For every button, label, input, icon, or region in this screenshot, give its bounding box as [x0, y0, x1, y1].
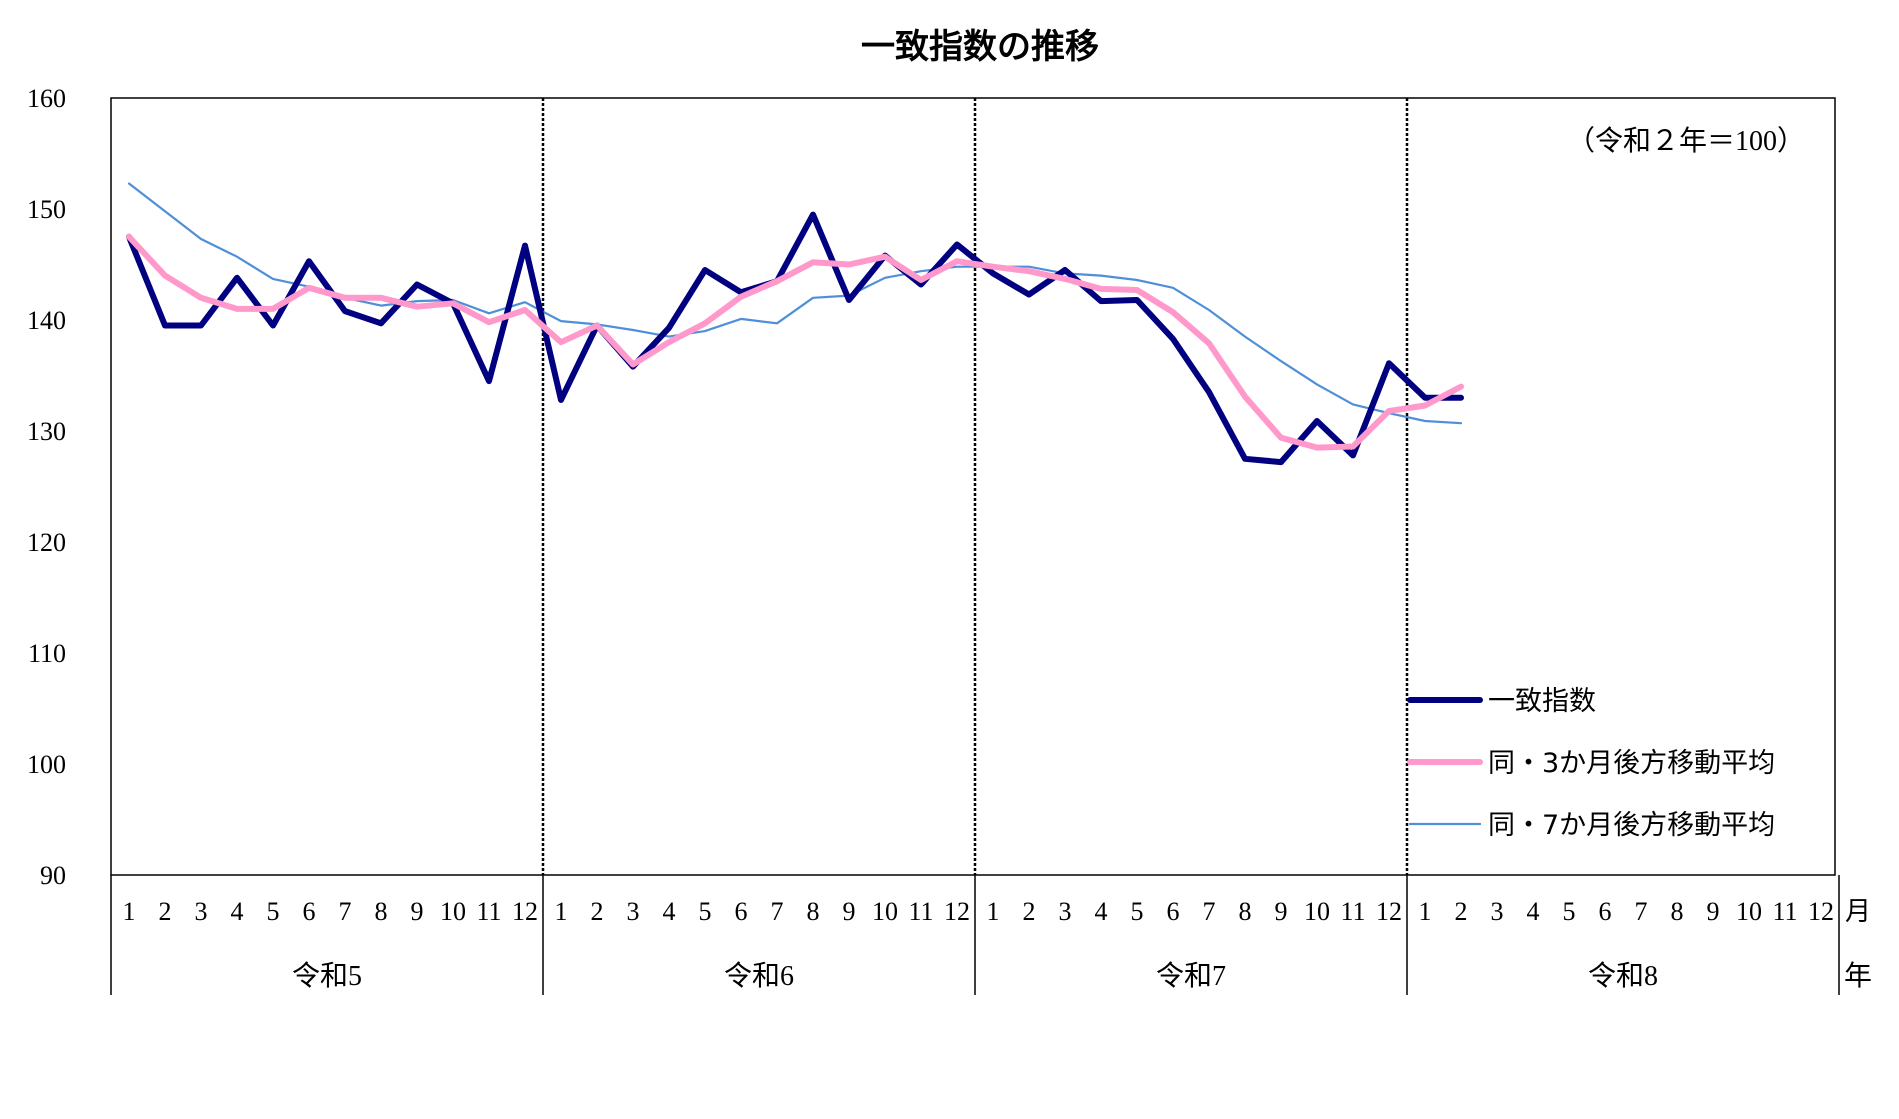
year-label: 令和5	[292, 960, 362, 992]
month-tick-label: 5	[267, 897, 280, 926]
month-tick-label: 6	[1167, 897, 1180, 926]
legend-label: 同・3か月後方移動平均	[1488, 748, 1775, 779]
month-tick-label: 12	[944, 897, 970, 926]
month-tick-label: 11	[908, 897, 933, 926]
month-tick-label: 8	[1239, 897, 1252, 926]
year-label: 令和7	[1156, 960, 1226, 992]
chart-title: 一致指数の推移	[861, 27, 1099, 67]
month-tick-label: 4	[1527, 897, 1540, 926]
y-tick-label: 160	[27, 84, 66, 113]
year-dividers	[541, 98, 1409, 875]
year-axis-label: 年	[1844, 960, 1872, 992]
month-axis-label: 月	[1845, 897, 1871, 926]
series-line-coincident-index	[126, 211, 1464, 466]
month-tick-label: 1	[555, 897, 568, 926]
month-tick-label: 4	[1095, 897, 1108, 926]
series-line-3m-moving-average	[126, 233, 1464, 451]
month-tick-label: 7	[339, 897, 352, 926]
month-tick-label: 10	[1736, 897, 1762, 926]
month-tick-label: 5	[699, 897, 712, 926]
y-tick-label: 110	[28, 639, 66, 668]
month-tick-label: 8	[375, 897, 388, 926]
month-tick-label: 3	[1491, 897, 1504, 926]
legend-label: 一致指数	[1488, 686, 1596, 717]
month-tick-label: 1	[123, 897, 136, 926]
month-tick-label: 9	[1275, 897, 1288, 926]
month-tick-label: 4	[663, 897, 676, 926]
month-tick-label: 7	[771, 897, 784, 926]
y-tick-label: 140	[27, 306, 66, 335]
month-tick-label: 10	[872, 897, 898, 926]
month-tick-label: 1	[1419, 897, 1432, 926]
month-tick-label: 5	[1563, 897, 1576, 926]
series-layer	[126, 182, 1464, 466]
month-tick-label: 12	[1376, 897, 1402, 926]
month-tick-label: 8	[807, 897, 820, 926]
month-tick-label: 6	[735, 897, 748, 926]
y-tick-label: 130	[27, 417, 66, 446]
month-tick-label: 9	[1707, 897, 1720, 926]
y-tick-label: 90	[40, 861, 66, 890]
month-tick-label: 3	[195, 897, 208, 926]
month-tick-label: 6	[1599, 897, 1612, 926]
y-tick-label: 150	[27, 195, 66, 224]
legend-label: 同・7か月後方移動平均	[1488, 810, 1775, 841]
month-tick-label: 11	[476, 897, 501, 926]
month-tick-label: 3	[627, 897, 640, 926]
year-label: 令和6	[724, 960, 794, 992]
month-tick-label: 11	[1772, 897, 1797, 926]
month-tick-label: 7	[1203, 897, 1216, 926]
month-tick-label: 10	[440, 897, 466, 926]
month-tick-label: 2	[1023, 897, 1036, 926]
month-tick-label: 9	[411, 897, 424, 926]
series-line-7m-moving-average	[127, 182, 1463, 425]
month-tick-label: 2	[591, 897, 604, 926]
month-tick-label: 4	[231, 897, 244, 926]
month-tick-label: 3	[1059, 897, 1072, 926]
month-tick-label: 11	[1340, 897, 1365, 926]
month-tick-label: 12	[512, 897, 538, 926]
month-tick-label: 12	[1808, 897, 1834, 926]
month-tick-label: 10	[1304, 897, 1330, 926]
unit-annotation: （令和２年＝100）	[1567, 125, 1805, 157]
month-tick-label: 1	[987, 897, 1000, 926]
month-tick-label: 2	[1455, 897, 1468, 926]
y-axis: 90 100 110 120 130 140 150 160	[27, 84, 66, 890]
year-label: 令和8	[1588, 960, 1658, 992]
month-tick-label: 7	[1635, 897, 1648, 926]
month-tick-label: 8	[1671, 897, 1684, 926]
y-tick-label: 100	[27, 750, 66, 779]
month-tick-label: 2	[159, 897, 172, 926]
month-tick-label: 6	[303, 897, 316, 926]
plot-frame	[110, 97, 1836, 876]
month-tick-label: 9	[843, 897, 856, 926]
month-tick-label: 5	[1131, 897, 1144, 926]
y-tick-label: 120	[27, 528, 66, 557]
